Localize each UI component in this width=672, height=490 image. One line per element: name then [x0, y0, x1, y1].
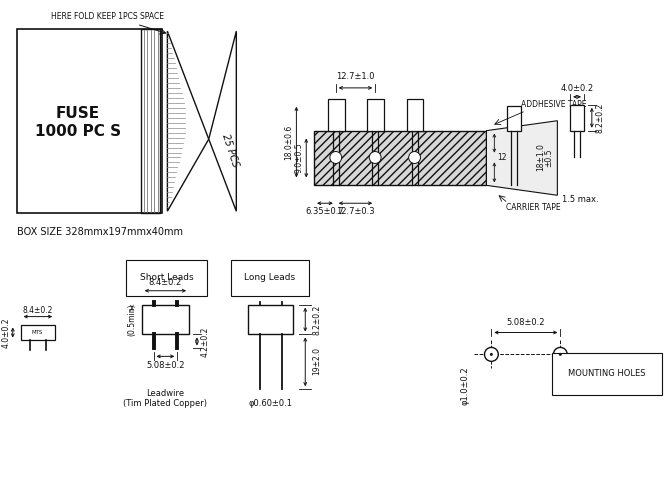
- Text: 1000 PC S: 1000 PC S: [35, 123, 121, 139]
- Circle shape: [409, 151, 421, 164]
- Text: Long Leads: Long Leads: [244, 273, 296, 282]
- Bar: [507, 106, 521, 131]
- Text: 5.08±0.2: 5.08±0.2: [507, 318, 545, 326]
- Text: 8.2±0.2: 8.2±0.2: [312, 304, 321, 335]
- Bar: [570, 105, 584, 131]
- Text: 8.2±0.2: 8.2±0.2: [596, 102, 605, 133]
- Text: (0.5min): (0.5min): [128, 303, 137, 336]
- Polygon shape: [209, 31, 237, 211]
- Text: 8.4±0.2: 8.4±0.2: [22, 306, 52, 315]
- Polygon shape: [487, 121, 557, 196]
- Text: 12.7±0.3: 12.7±0.3: [336, 207, 375, 216]
- Text: 18±1.0: 18±1.0: [536, 144, 545, 172]
- Text: φ1.0±0.2: φ1.0±0.2: [461, 367, 470, 405]
- Circle shape: [490, 353, 493, 356]
- Text: BOX SIZE 328mmx197mmx40mm: BOX SIZE 328mmx197mmx40mm: [17, 227, 183, 237]
- Text: ADDHESIVE TAPE: ADDHESIVE TAPE: [521, 100, 587, 109]
- Text: 5.08±0.2: 5.08±0.2: [146, 361, 185, 370]
- Text: 12: 12: [497, 153, 507, 162]
- Bar: [248, 305, 294, 335]
- Bar: [17, 29, 163, 213]
- Bar: [142, 305, 189, 335]
- Text: φ0.60±0.1: φ0.60±0.1: [249, 399, 293, 408]
- Bar: [141, 29, 161, 213]
- Text: Leadwire: Leadwire: [146, 389, 185, 398]
- Circle shape: [485, 347, 498, 361]
- Text: MTS: MTS: [32, 330, 43, 335]
- Text: 18.0±0.6: 18.0±0.6: [284, 125, 294, 160]
- Text: 4.0±0.2: 4.0±0.2: [560, 84, 593, 93]
- Text: Short Leads: Short Leads: [140, 273, 194, 282]
- Text: ±0.5: ±0.5: [544, 148, 553, 167]
- Text: 4.0±0.2: 4.0±0.2: [2, 317, 11, 348]
- Circle shape: [370, 151, 381, 164]
- Text: MOUNTING HOLES: MOUNTING HOLES: [569, 369, 646, 378]
- Bar: [328, 99, 345, 131]
- Text: 1.5 max.: 1.5 max.: [562, 196, 599, 204]
- Bar: [314, 131, 487, 185]
- Bar: [368, 99, 384, 131]
- Bar: [407, 99, 423, 131]
- Text: 25 PCS: 25 PCS: [220, 133, 241, 169]
- Text: 19±2.0: 19±2.0: [312, 347, 321, 375]
- Text: FUSE: FUSE: [56, 106, 100, 121]
- Text: 8.4±0.2: 8.4±0.2: [149, 278, 182, 287]
- Circle shape: [554, 347, 567, 361]
- Text: HERE FOLD KEEP 1PCS SPACE: HERE FOLD KEEP 1PCS SPACE: [51, 12, 164, 21]
- Text: 6.35±0.7: 6.35±0.7: [306, 207, 344, 216]
- Circle shape: [330, 151, 341, 164]
- Circle shape: [559, 353, 562, 356]
- Text: CARRIER TAPE: CARRIER TAPE: [506, 203, 560, 212]
- Polygon shape: [167, 31, 209, 211]
- Text: 4.2±0.2: 4.2±0.2: [201, 326, 210, 357]
- Text: 9.0±0.5: 9.0±0.5: [294, 142, 303, 173]
- Text: 12.7±1.0: 12.7±1.0: [336, 72, 375, 81]
- Text: (Tim Plated Copper): (Tim Plated Copper): [124, 399, 208, 408]
- Bar: [21, 324, 55, 341]
